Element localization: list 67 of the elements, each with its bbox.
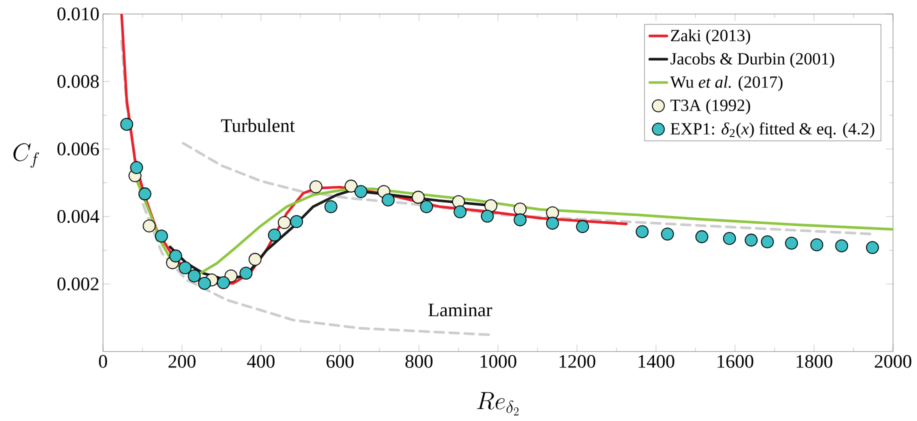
point: [420, 200, 433, 214]
point: [785, 236, 798, 250]
point: [744, 234, 758, 247]
point: [382, 194, 395, 206]
annotation: Laminar: [428, 304, 492, 316]
point: [636, 225, 649, 238]
legend-label: Jacobs & Durbin (2001): [670, 52, 834, 68]
point: [484, 199, 498, 212]
line-series: [182, 142, 874, 236]
point: [514, 202, 527, 216]
point: [142, 220, 156, 232]
x-axis-title: $Re_{\delta_2}$: [477, 392, 519, 416]
point: [217, 276, 230, 290]
x-tick-label: 0: [98, 355, 108, 368]
point: [120, 118, 134, 131]
point: [198, 276, 211, 290]
point: [324, 200, 338, 214]
point: [760, 235, 774, 248]
point: [835, 239, 848, 252]
x-tick-label: 400: [247, 355, 275, 368]
point: [546, 216, 559, 230]
point: [309, 180, 322, 194]
point: [354, 185, 368, 198]
point: [188, 269, 201, 282]
point: [866, 241, 879, 254]
y-tick-label: 0.008: [57, 75, 99, 88]
point: [130, 161, 144, 174]
point: [155, 230, 168, 243]
y-tick-label: 0.006: [57, 142, 99, 156]
x-tick-label: 1000: [480, 355, 516, 368]
point: [576, 220, 589, 234]
x-tick-label: 1200: [560, 355, 596, 368]
line-series: [120, 14, 628, 285]
y-axis-title: $C_f$: [13, 143, 39, 168]
point: [178, 261, 192, 274]
y-tick-label: 0.002: [57, 278, 98, 290]
point: [248, 252, 262, 266]
point: [278, 216, 291, 230]
legend-label: Wu et al. (2017): [670, 76, 782, 92]
y-tick-label: 0.004: [57, 210, 100, 223]
legend-label: EXP1: δ$_{2}$(x) fitted & eq. (4.2): [670, 122, 874, 138]
point: [290, 215, 303, 228]
point: [810, 238, 824, 252]
point: [480, 210, 494, 223]
x-tick-label: 1600: [718, 355, 754, 368]
legend-label: T3A (1992): [670, 99, 750, 115]
point: [546, 206, 559, 220]
point: [514, 213, 527, 226]
point: [454, 205, 467, 218]
point: [723, 232, 736, 245]
x-tick-label: 800: [405, 355, 433, 368]
point: [695, 230, 708, 244]
point: [344, 180, 358, 193]
x-tick-label: 2000: [874, 355, 912, 368]
point: [240, 266, 252, 280]
point: [268, 228, 281, 242]
x-tick-label: 1400: [638, 355, 674, 368]
point: [169, 250, 182, 262]
x-tick-label: 1800: [796, 355, 832, 368]
legend-label: Zaki (2013): [670, 29, 750, 45]
annotation: Turbulent: [221, 118, 295, 132]
point: [138, 187, 152, 200]
x-tick-label: 600: [326, 355, 354, 368]
x-tick-label: 200: [168, 355, 196, 368]
y-tick-label: 0.010: [57, 8, 99, 20]
point: [412, 190, 425, 204]
point: [661, 228, 674, 240]
